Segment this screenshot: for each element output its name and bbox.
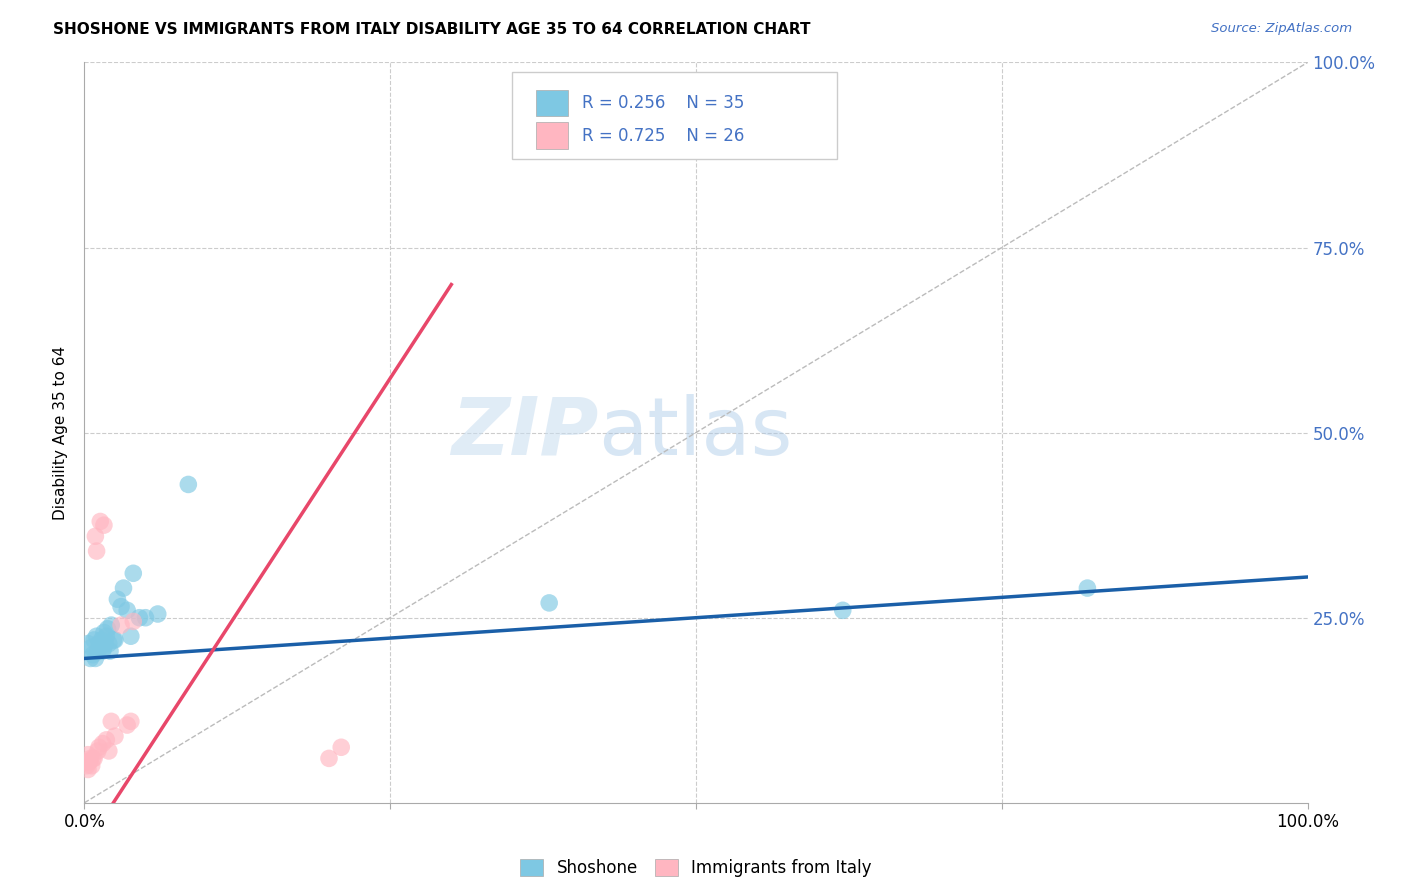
Point bbox=[76, 758, 98, 772]
Point bbox=[318, 751, 340, 765]
Point bbox=[110, 599, 132, 614]
Point bbox=[83, 632, 105, 647]
Text: Source: ZipAtlas.com: Source: ZipAtlas.com bbox=[1212, 22, 1353, 36]
Point bbox=[83, 751, 105, 765]
Legend: Shoshone, Immigrants from Italy: Shoshone, Immigrants from Italy bbox=[513, 852, 879, 883]
Point bbox=[79, 751, 101, 765]
Point bbox=[103, 632, 125, 647]
Point bbox=[104, 632, 127, 647]
Point bbox=[87, 740, 110, 755]
Point bbox=[94, 637, 117, 651]
Point bbox=[98, 644, 121, 658]
Point bbox=[177, 477, 200, 491]
Point bbox=[79, 651, 101, 665]
Point bbox=[96, 732, 118, 747]
Point bbox=[86, 544, 108, 558]
FancyBboxPatch shape bbox=[513, 72, 837, 159]
Point bbox=[93, 518, 115, 533]
Bar bbox=[536, 122, 568, 149]
Y-axis label: Disability Age 35 to 64: Disability Age 35 to 64 bbox=[53, 345, 69, 520]
Point bbox=[84, 651, 107, 665]
Point bbox=[120, 629, 142, 643]
Text: SHOSHONE VS IMMIGRANTS FROM ITALY DISABILITY AGE 35 TO 64 CORRELATION CHART: SHOSHONE VS IMMIGRANTS FROM ITALY DISABI… bbox=[53, 22, 811, 37]
Point bbox=[97, 744, 120, 758]
Point bbox=[115, 603, 138, 617]
Bar bbox=[536, 90, 568, 117]
Point bbox=[77, 763, 100, 777]
Point bbox=[105, 592, 128, 607]
Point bbox=[831, 603, 853, 617]
Point bbox=[146, 607, 169, 621]
Point bbox=[110, 618, 132, 632]
Point bbox=[80, 640, 103, 655]
Point bbox=[84, 529, 107, 543]
Point bbox=[135, 610, 157, 624]
Point bbox=[82, 751, 104, 765]
Text: R = 0.256    N = 35: R = 0.256 N = 35 bbox=[582, 95, 745, 112]
Point bbox=[87, 644, 110, 658]
Point bbox=[91, 644, 114, 658]
Point bbox=[120, 714, 142, 729]
Point bbox=[87, 744, 110, 758]
Point bbox=[89, 515, 111, 529]
Point bbox=[115, 718, 138, 732]
Point bbox=[82, 648, 104, 662]
Point bbox=[1076, 581, 1098, 595]
Point bbox=[104, 729, 127, 743]
Point bbox=[97, 622, 120, 636]
Point bbox=[96, 629, 118, 643]
Point bbox=[93, 640, 115, 655]
Point bbox=[90, 632, 112, 647]
Point bbox=[100, 618, 122, 632]
Text: R = 0.725    N = 26: R = 0.725 N = 26 bbox=[582, 127, 745, 145]
Text: atlas: atlas bbox=[598, 393, 793, 472]
Point bbox=[538, 596, 561, 610]
Point bbox=[100, 714, 122, 729]
Text: ZIP: ZIP bbox=[451, 393, 598, 472]
Point bbox=[87, 637, 110, 651]
Point bbox=[93, 625, 115, 640]
Point bbox=[75, 755, 97, 769]
Point bbox=[330, 740, 353, 755]
Point bbox=[89, 637, 111, 651]
Point bbox=[97, 637, 120, 651]
Point bbox=[91, 737, 114, 751]
Point bbox=[77, 637, 100, 651]
Point bbox=[86, 629, 108, 643]
Point bbox=[80, 758, 103, 772]
Point bbox=[77, 755, 100, 769]
Point bbox=[128, 610, 150, 624]
Point bbox=[122, 615, 145, 629]
Point bbox=[112, 581, 135, 595]
Point bbox=[122, 566, 145, 581]
Point bbox=[77, 747, 100, 762]
